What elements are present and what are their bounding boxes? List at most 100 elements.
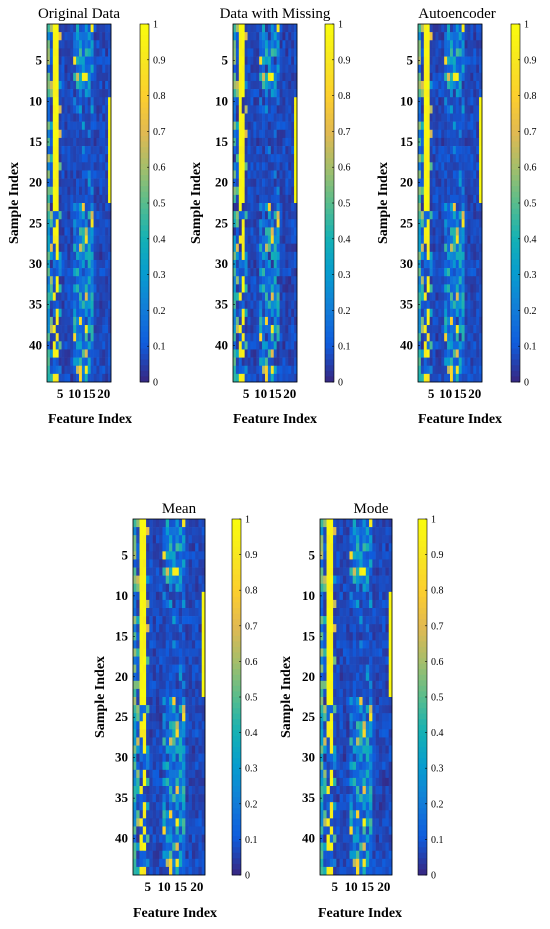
heatmap-cell: [450, 194, 454, 204]
colorbar-swatch: [325, 214, 334, 221]
heatmap-cell: [467, 97, 471, 106]
heatmap-cell: [247, 357, 251, 367]
heatmap-cell: [346, 753, 350, 763]
heatmap-cell: [105, 186, 109, 196]
heatmap-cell: [81, 194, 86, 204]
heatmap-cell: [90, 137, 94, 147]
heatmap-cell: [265, 48, 269, 57]
heatmap-cell: [333, 599, 337, 609]
heatmap-cell: [175, 858, 180, 868]
heatmap-cell: [429, 284, 433, 293]
heatmap-cell: [79, 284, 83, 293]
heatmap-cell: [333, 583, 337, 593]
heatmap-cell: [270, 154, 275, 163]
heatmap-cell: [326, 721, 331, 730]
heatmap-cell: [470, 316, 474, 326]
heatmap-cell: [250, 333, 254, 342]
heatmap-cell: [76, 137, 80, 147]
heatmap-cell: [175, 535, 180, 544]
heatmap-cell: [288, 24, 292, 33]
heatmap-cell: [165, 624, 170, 633]
heatmap-cell: [438, 194, 442, 204]
heatmap-cell: [81, 32, 86, 41]
heatmap-cell: [198, 753, 203, 763]
heatmap-cell: [291, 105, 295, 114]
heatmap-cell: [265, 276, 269, 285]
heatmap-cell: [473, 162, 477, 171]
heatmap-cell: [152, 575, 157, 585]
heatmap-cell: [169, 729, 173, 738]
heatmap-cell: [375, 632, 380, 641]
heatmap-cell: [423, 325, 428, 334]
heatmap-cell: [346, 640, 350, 649]
heatmap-cell: [58, 211, 62, 220]
heatmap-cell: [378, 705, 383, 714]
colorbar-swatch: [140, 314, 149, 321]
heatmap-cell: [198, 866, 203, 876]
heatmap-cell: [420, 308, 425, 318]
heatmap-cell: [84, 316, 89, 326]
heatmap-cell: [288, 308, 292, 318]
heatmap-cell: [136, 761, 140, 771]
heatmap-cell: [172, 810, 176, 819]
heatmap-cell: [99, 154, 103, 163]
heatmap-cell: [155, 721, 160, 730]
heatmap-cell: [476, 259, 480, 269]
heatmap-cell: [256, 137, 260, 147]
heatmap-cell: [265, 333, 269, 342]
heatmap-cell: [152, 753, 157, 763]
heatmap-cell: [61, 308, 65, 318]
heatmap-cell: [447, 227, 451, 236]
heatmap-cell: [285, 178, 289, 188]
heatmap-cell: [198, 705, 203, 714]
heatmap-cell: [175, 729, 180, 738]
heatmap-cell: [420, 219, 425, 228]
heatmap-cell: [191, 624, 196, 633]
heatmap-cell: [256, 186, 260, 196]
colorbar-swatch: [511, 337, 520, 344]
heatmap-cell: [238, 40, 243, 49]
heatmap-cell: [282, 227, 286, 236]
colorbar-tick-label: 0.2: [153, 306, 166, 317]
heatmap-cell: [356, 551, 360, 560]
heatmap-cell: [352, 648, 357, 657]
heatmap-cell: [81, 178, 86, 188]
heatmap-cell: [169, 656, 173, 665]
heatmap-cell: [102, 284, 106, 293]
heatmap-cell: [479, 72, 483, 82]
heatmap-cell: [470, 170, 474, 179]
heatmap-cell: [99, 341, 103, 350]
heatmap-cell: [270, 80, 275, 90]
colorbar-swatch: [140, 270, 149, 277]
heatmap-cell: [382, 519, 386, 528]
heatmap-cell: [372, 713, 376, 722]
heatmap-cell: [476, 80, 480, 90]
heatmap-cell: [139, 543, 144, 552]
heatmap-cell: [182, 769, 186, 779]
heatmap-cell: [282, 251, 286, 261]
heatmap-cell: [162, 583, 167, 593]
heatmap-cell: [241, 235, 245, 244]
heatmap-cell: [108, 219, 112, 228]
heatmap-cell: [165, 786, 170, 795]
heatmap-cell: [285, 333, 289, 342]
heatmap-cell: [155, 737, 160, 746]
heatmap-cell: [133, 624, 137, 633]
heatmap-cell: [182, 616, 186, 625]
heatmap-cell: [55, 194, 59, 204]
heatmap-cell: [359, 688, 363, 698]
heatmap-cell: [262, 105, 266, 114]
heatmap-cell: [142, 688, 147, 698]
heatmap-cell: [185, 777, 189, 787]
heatmap-cell: [146, 664, 150, 674]
heatmap-cell: [142, 599, 147, 609]
colorbar-swatch: [140, 253, 149, 260]
heatmap-cell: [294, 146, 298, 155]
heatmap-cell: [294, 316, 298, 326]
heatmap-cell: [198, 688, 203, 698]
heatmap-cell: [185, 680, 189, 690]
heatmap-cell: [276, 219, 280, 228]
heatmap-cell: [67, 121, 71, 131]
heatmap-cell: [178, 713, 183, 722]
heatmap-cell: [452, 194, 457, 204]
